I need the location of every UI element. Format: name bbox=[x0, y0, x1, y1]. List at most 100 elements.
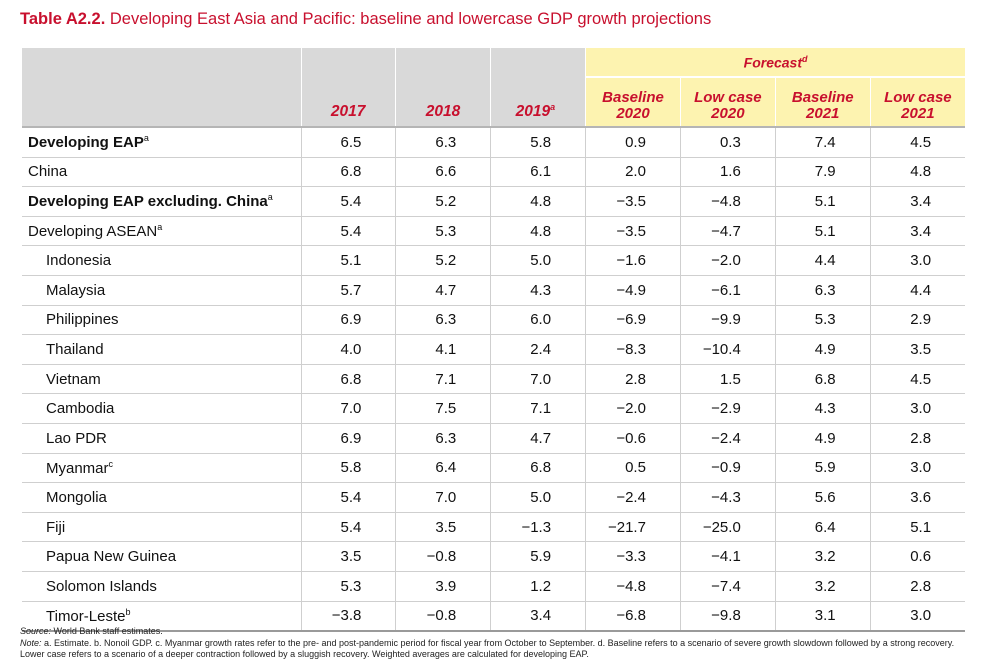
table-cell: 3.2 bbox=[774, 571, 871, 602]
row-label: Vietnam bbox=[22, 364, 301, 395]
row-label: China bbox=[22, 157, 301, 188]
table-cell: −0.8 bbox=[395, 601, 491, 633]
table-cell: −4.9 bbox=[585, 275, 681, 306]
table-row: Malaysia 5.7 4.7 4.3 −4.9 −6.1 6.3 4.4 bbox=[22, 275, 966, 306]
table-cell: −3.5 bbox=[585, 216, 681, 247]
table-cell: 3.0 bbox=[869, 393, 966, 424]
table-cell: 5.2 bbox=[395, 186, 491, 217]
table-cell: −4.3 bbox=[679, 482, 776, 513]
table-cell: −9.9 bbox=[679, 305, 776, 336]
header-lowcase-2021: Low case 2021 bbox=[869, 77, 966, 127]
table-cell: −3.3 bbox=[585, 541, 681, 572]
table-cell: 7.1 bbox=[490, 393, 586, 424]
table-cell: −9.8 bbox=[679, 601, 776, 633]
header-baseline-2021: Baseline 2021 bbox=[774, 77, 871, 127]
header-year-2017: 2017 bbox=[300, 48, 396, 127]
table-row: Timor-Lesteb −3.8 −0.8 3.4 −6.8 −9.8 3.1 3.0 bbox=[22, 601, 966, 633]
table-cell: −8.3 bbox=[585, 334, 681, 365]
table-caption: Developing East Asia and Pacific: baseli… bbox=[109, 10, 712, 28]
header-corner bbox=[22, 48, 301, 127]
table-cell: 1.6 bbox=[679, 157, 776, 188]
table-cell: 6.1 bbox=[490, 157, 586, 188]
table-cell: 3.4 bbox=[869, 186, 966, 217]
row-label: Timor-Lesteb bbox=[22, 601, 301, 633]
table-row: China 6.8 6.6 6.1 2.0 1.6 7.9 4.8 bbox=[22, 157, 966, 188]
table-cell: −25.0 bbox=[679, 512, 776, 543]
table-cell: −4.7 bbox=[679, 216, 776, 247]
table-body: Developing EAPa 6.5 6.3 5.8 0.9 0.3 7.4 4.5 Chin… bbox=[22, 125, 966, 633]
table-cell: −7.4 bbox=[679, 571, 776, 602]
table-cell: 7.0 bbox=[300, 393, 396, 424]
header-lowcase-2020: Low case 2020 bbox=[679, 77, 776, 127]
row-label: Myanmarc bbox=[22, 453, 301, 484]
table-cell: −2.0 bbox=[585, 393, 681, 424]
row-label: Developing EAP excluding. Chinaa bbox=[22, 186, 301, 217]
gdp-growth-table: 2017 2018 2019a Forecastd Baseline 2020 L… bbox=[22, 48, 966, 633]
table-row: Fiji 5.4 3.5 −1.3 −21.7 −25.0 6.4 5.1 bbox=[22, 512, 966, 543]
table-cell: −6.1 bbox=[679, 275, 776, 306]
table-row: Solomon Islands 5.3 3.9 1.2 −4.8 −7.4 3.2 2.8 bbox=[22, 571, 966, 602]
table-cell: −0.6 bbox=[585, 423, 681, 454]
table-cell: −6.8 bbox=[585, 601, 681, 633]
row-label: Thailand bbox=[22, 334, 301, 365]
table-cell: 3.5 bbox=[300, 541, 396, 572]
table-cell: 4.9 bbox=[774, 334, 871, 365]
table-cell: 6.9 bbox=[300, 305, 396, 336]
table-cell: −2.4 bbox=[679, 423, 776, 454]
table-cell: −4.1 bbox=[679, 541, 776, 572]
table-cell: −3.8 bbox=[300, 601, 396, 633]
table-cell: 6.4 bbox=[774, 512, 871, 543]
table-cell: 0.5 bbox=[585, 453, 681, 484]
table-cell: 6.5 bbox=[300, 125, 396, 158]
table-notes: Source: World Bank staff estimates. Note… bbox=[20, 626, 970, 661]
table-header: 2017 2018 2019a Forecastd Baseline 2020 L… bbox=[22, 48, 966, 127]
header-year-2019: 2019a bbox=[490, 48, 586, 127]
table-cell: 4.9 bbox=[774, 423, 871, 454]
table-cell: 6.8 bbox=[490, 453, 586, 484]
table-cell: 5.1 bbox=[774, 216, 871, 247]
table-row: Philippines 6.9 6.3 6.0 −6.9 −9.9 5.3 2.9 bbox=[22, 305, 966, 336]
table-cell: −21.7 bbox=[585, 512, 681, 543]
table-cell: −4.8 bbox=[679, 186, 776, 217]
table-cell: 4.0 bbox=[300, 334, 396, 365]
table-cell: 1.2 bbox=[490, 571, 586, 602]
row-label: Developing ASEANa bbox=[22, 216, 301, 247]
table-number: Table A2.2. bbox=[20, 10, 106, 28]
table-cell: 5.4 bbox=[300, 512, 396, 543]
table-row: Lao PDR 6.9 6.3 4.7 −0.6 −2.4 4.9 2.8 bbox=[22, 423, 966, 454]
table-cell: −2.4 bbox=[585, 482, 681, 513]
table-cell: 3.2 bbox=[774, 541, 871, 572]
table-cell: −2.9 bbox=[679, 393, 776, 424]
table-cell: 4.8 bbox=[490, 186, 586, 217]
table-cell: 2.4 bbox=[490, 334, 586, 365]
table-cell: 6.4 bbox=[395, 453, 491, 484]
table-cell: −1.3 bbox=[490, 512, 586, 543]
table-cell: −3.5 bbox=[585, 186, 681, 217]
table-cell: 7.0 bbox=[490, 364, 586, 395]
table-cell: 3.0 bbox=[869, 601, 966, 633]
table-cell: 5.9 bbox=[774, 453, 871, 484]
table-cell: 5.1 bbox=[869, 512, 966, 543]
table-cell: 4.7 bbox=[490, 423, 586, 454]
table-cell: 5.6 bbox=[774, 482, 871, 513]
table-cell: 3.4 bbox=[869, 216, 966, 247]
table-cell: 3.4 bbox=[490, 601, 586, 633]
table-cell: 6.3 bbox=[395, 305, 491, 336]
table-cell: 5.3 bbox=[395, 216, 491, 247]
header-baseline-2020: Baseline 2020 bbox=[585, 77, 681, 127]
table-cell: 0.9 bbox=[585, 125, 681, 158]
table-row: Papua New Guinea 3.5 −0.8 5.9 −3.3 −4.1 3.2 0.6 bbox=[22, 541, 966, 572]
table-cell: 5.4 bbox=[300, 482, 396, 513]
source-note: Source: World Bank staff estimates. bbox=[20, 626, 163, 636]
table-cell: −1.6 bbox=[585, 245, 681, 276]
table-cell: 5.4 bbox=[300, 216, 396, 247]
table-cell: 3.5 bbox=[395, 512, 491, 543]
table-cell: −10.4 bbox=[679, 334, 776, 365]
table-cell: −0.8 bbox=[395, 541, 491, 572]
table-cell: −2.0 bbox=[679, 245, 776, 276]
table-cell: 6.8 bbox=[300, 364, 396, 395]
table-cell: 6.9 bbox=[300, 423, 396, 454]
row-label: Papua New Guinea bbox=[22, 541, 301, 572]
table-cell: 4.7 bbox=[395, 275, 491, 306]
table-cell: 3.6 bbox=[869, 482, 966, 513]
